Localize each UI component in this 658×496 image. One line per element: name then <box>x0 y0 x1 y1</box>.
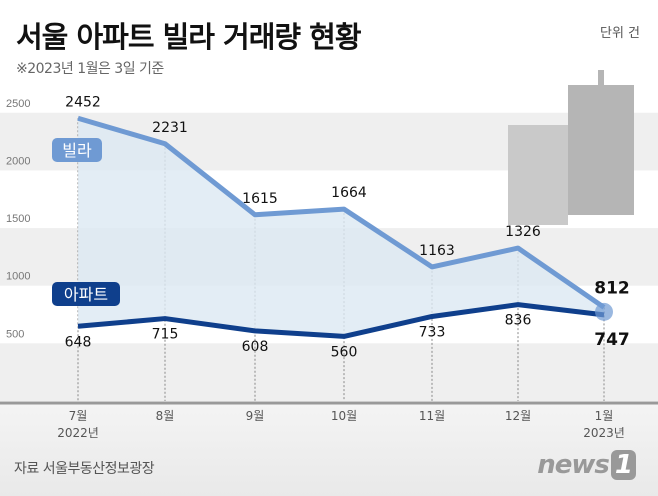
apartment-data-label: 747 <box>594 330 630 350</box>
y-tick-label: 500 <box>6 328 24 340</box>
apartment-data-label: 648 <box>65 334 92 350</box>
x-tick-label: 8월 <box>156 409 175 423</box>
villa-data-label: 812 <box>594 278 630 298</box>
villa-legend-label: 빌라 <box>62 141 92 160</box>
villa-data-label: 2452 <box>65 94 101 110</box>
y-tick-label: 2000 <box>6 155 30 167</box>
villa-data-label: 1326 <box>505 224 541 240</box>
buildings-illustration <box>508 70 634 225</box>
footer-band <box>0 403 658 496</box>
apartment-data-label: 560 <box>331 344 358 360</box>
x-tick-label: 12월 <box>505 409 531 423</box>
apartment-data-label: 608 <box>242 339 269 355</box>
apartment-legend-label: 아파트 <box>64 285 108 304</box>
chart-subtitle: ※2023년 1월은 3일 기준 <box>16 61 164 77</box>
end-point-marker <box>595 302 613 321</box>
y-tick-label: 2500 <box>6 98 30 110</box>
villa-data-label: 1163 <box>419 243 455 259</box>
apartment-legend-box <box>52 282 120 306</box>
apartment-line <box>77 302 605 339</box>
apartment-data-label: 836 <box>505 313 532 329</box>
news1-logo: news 1 <box>537 450 636 480</box>
x-tick-label: 9월 <box>246 409 265 423</box>
x-tick-label: 2023년 <box>583 426 625 440</box>
x-tick-label: 7월 <box>69 409 88 423</box>
source-label: 자료 서울부동산정보광장 <box>14 461 155 477</box>
villa-data-label: 1664 <box>331 185 367 201</box>
grid-band <box>0 343 658 401</box>
apartment-data-label: 715 <box>152 327 179 343</box>
unit-label: 단위 건 <box>599 26 640 41</box>
x-tick-label: 1월 <box>595 409 614 423</box>
villa-line <box>77 115 606 310</box>
apartment-data-label: 733 <box>419 324 446 340</box>
x-tick-label: 11월 <box>419 409 445 423</box>
x-tick-label: 2022년 <box>57 426 99 440</box>
y-tick-label: 1000 <box>6 271 30 283</box>
chart-title: 서울 아파트 빌라 거래량 현황 <box>16 20 362 54</box>
villa-data-label: 2231 <box>152 120 188 136</box>
x-tick-label: 10월 <box>331 409 357 423</box>
villa-data-label: 1615 <box>242 191 278 207</box>
villa-legend-box <box>52 138 102 162</box>
y-tick-label: 1500 <box>6 213 30 225</box>
villa-area <box>78 118 604 337</box>
